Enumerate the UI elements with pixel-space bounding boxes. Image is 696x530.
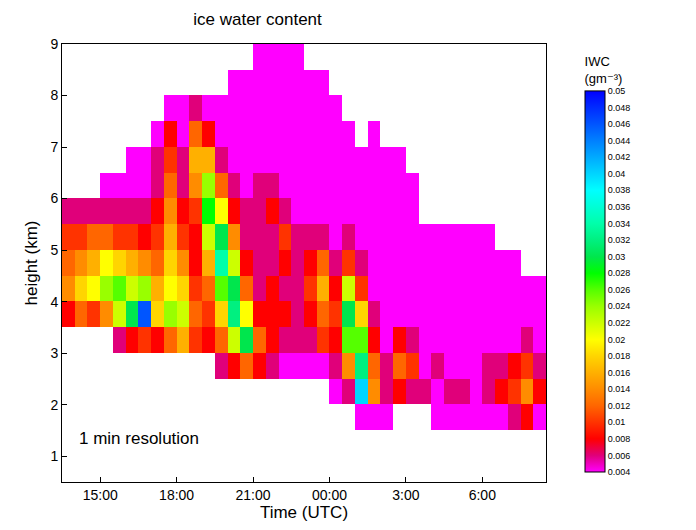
svg-text:8: 8 xyxy=(50,87,58,103)
svg-text:0.04: 0.04 xyxy=(608,169,626,179)
svg-text:6:00: 6:00 xyxy=(469,487,496,503)
svg-text:3: 3 xyxy=(50,345,58,361)
svg-text:0.022: 0.022 xyxy=(608,318,631,328)
svg-text:0.032: 0.032 xyxy=(608,235,631,245)
svg-text:0.018: 0.018 xyxy=(608,351,631,361)
svg-text:0.008: 0.008 xyxy=(608,434,631,444)
svg-text:Time (UTC): Time (UTC) xyxy=(260,503,348,522)
svg-text:0.034: 0.034 xyxy=(608,219,631,229)
svg-text:1: 1 xyxy=(50,448,58,464)
svg-text:15:00: 15:00 xyxy=(83,487,118,503)
svg-text:0.016: 0.016 xyxy=(608,368,631,378)
svg-text:0.024: 0.024 xyxy=(608,301,631,311)
svg-text:5: 5 xyxy=(50,242,58,258)
svg-text:21:00: 21:00 xyxy=(236,487,271,503)
svg-text:1 min resolution: 1 min resolution xyxy=(79,429,199,448)
svg-text:4: 4 xyxy=(50,294,58,310)
svg-text:0.026: 0.026 xyxy=(608,285,631,295)
svg-text:0.05: 0.05 xyxy=(608,86,626,96)
svg-text:9: 9 xyxy=(50,36,58,52)
svg-text:0.046: 0.046 xyxy=(608,119,631,129)
svg-text:0.004: 0.004 xyxy=(608,467,631,477)
svg-text:0.028: 0.028 xyxy=(608,268,631,278)
svg-text:ice water content: ice water content xyxy=(193,10,322,29)
svg-text:height (km): height (km) xyxy=(22,220,41,305)
svg-text:3:00: 3:00 xyxy=(392,487,419,503)
svg-text:6: 6 xyxy=(50,190,58,206)
svg-text:0.044: 0.044 xyxy=(608,136,631,146)
svg-text:0.02: 0.02 xyxy=(608,335,626,345)
svg-text:0.012: 0.012 xyxy=(608,401,631,411)
svg-text:00:00: 00:00 xyxy=(312,487,347,503)
svg-text:0.014: 0.014 xyxy=(608,384,631,394)
svg-text:0.03: 0.03 xyxy=(608,252,626,262)
svg-text:0.006: 0.006 xyxy=(608,451,631,461)
svg-text:0.048: 0.048 xyxy=(608,103,631,113)
svg-text:18:00: 18:00 xyxy=(159,487,194,503)
svg-text:0.042: 0.042 xyxy=(608,152,631,162)
svg-text:2: 2 xyxy=(50,397,58,413)
svg-text:0.036: 0.036 xyxy=(608,202,631,212)
svg-text:0.038: 0.038 xyxy=(608,185,631,195)
svg-text:7: 7 xyxy=(50,139,58,155)
svg-text:IWC(gm⁻³): IWC(gm⁻³) xyxy=(585,54,623,86)
svg-text:0.01: 0.01 xyxy=(608,417,626,427)
